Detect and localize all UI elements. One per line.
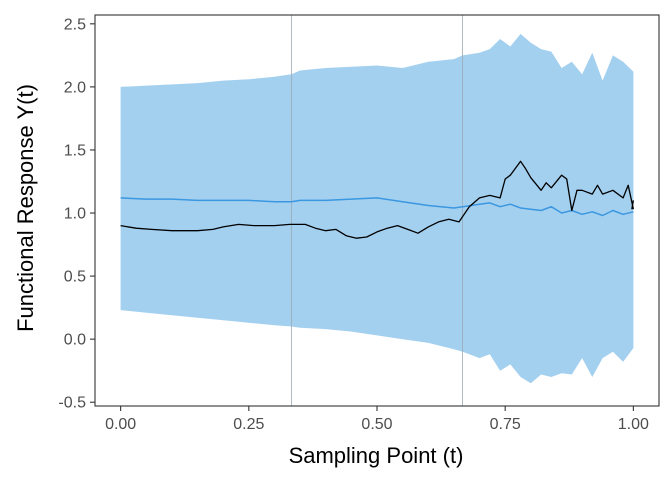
y-tick-label: 1.5 xyxy=(64,142,86,159)
axes: 0.00 0.25 0.50 0.75 1.00 -0.5 0.0 0.5 1.0 1.5 2.0 2… xyxy=(58,14,660,433)
x-tick-label: 0.00 xyxy=(105,416,136,433)
y-tick-label: 0.5 xyxy=(64,269,86,286)
y-tick-label: 1.0 xyxy=(64,206,86,223)
observed-curve-line xyxy=(120,160,635,239)
y-tick-label: 0.0 xyxy=(64,332,86,349)
plot-area xyxy=(120,15,635,406)
y-axis-title: Functional Response Y(t) xyxy=(13,84,38,332)
x-tick-label: 0.75 xyxy=(490,416,521,433)
y-tick-label: -0.5 xyxy=(58,395,86,412)
credible-band xyxy=(120,33,634,384)
x-tick-label: 1.00 xyxy=(618,416,649,433)
x-tick-label: 0.25 xyxy=(233,416,264,433)
x-axis-title: Sampling Point (t) xyxy=(289,443,464,468)
y-tick-label: 2.5 xyxy=(64,16,86,33)
x-tick-label: 0.50 xyxy=(361,416,392,433)
y-tick-label: 2.0 xyxy=(64,79,86,96)
observed-curve-end-line xyxy=(631,200,635,210)
